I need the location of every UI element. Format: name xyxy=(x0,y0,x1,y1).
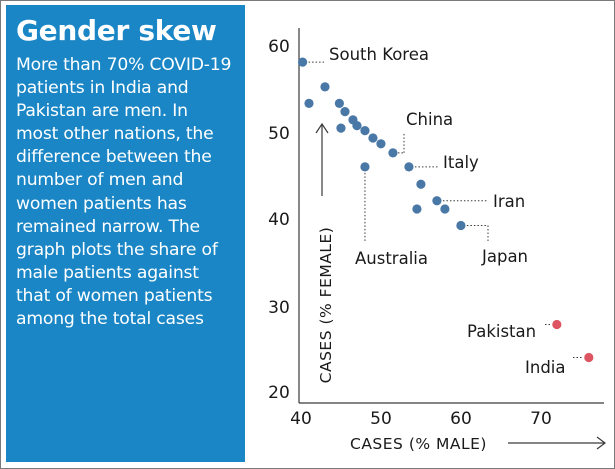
x-tick-label: 40 xyxy=(290,409,312,429)
y-tick-label: 30 xyxy=(268,298,290,318)
point-label: India xyxy=(525,358,566,377)
data-point xyxy=(584,352,594,363)
axis-titles: CASES (% MALE) CASES (% FEMALE) xyxy=(315,122,606,453)
data-point xyxy=(352,121,362,131)
point-label: Iran xyxy=(493,192,525,211)
text-panel: Gender skew More than 70% COVID-19 patie… xyxy=(6,5,245,462)
data-point xyxy=(320,82,330,92)
axes xyxy=(298,28,604,404)
point-labels: South Korea China Australia Italy Iran Japan P… xyxy=(329,45,566,377)
panel-description: More than 70% COVID-19 patients in India… xyxy=(16,55,232,330)
data-points xyxy=(297,57,594,363)
data-point xyxy=(368,133,378,143)
y-tick-label: 40 xyxy=(268,210,290,230)
data-point xyxy=(297,57,308,67)
x-tick-label: 50 xyxy=(370,409,392,429)
data-point xyxy=(340,107,350,117)
data-point xyxy=(456,220,466,231)
point-label: Japan xyxy=(481,247,528,266)
point-label: Pakistan xyxy=(467,322,536,341)
x-axis-arrowhead xyxy=(596,436,606,450)
y-axis-arrowhead xyxy=(315,122,329,134)
y-tick-label: 60 xyxy=(268,37,290,57)
data-point xyxy=(552,319,562,330)
data-point xyxy=(412,204,422,214)
data-point xyxy=(304,98,314,108)
leader-lines xyxy=(308,61,583,358)
x-tick-label: 60 xyxy=(450,409,472,429)
data-point xyxy=(416,179,426,189)
tick-labels: 40 50 60 70 60 50 40 30 20 xyxy=(268,37,552,429)
data-point xyxy=(404,162,414,172)
data-point xyxy=(360,126,370,136)
point-label: South Korea xyxy=(329,45,429,64)
x-axis-title: CASES (% MALE) xyxy=(350,435,487,453)
data-point xyxy=(336,123,346,133)
x-tick-label: 70 xyxy=(530,409,552,429)
point-label: Italy xyxy=(443,153,479,172)
point-label: China xyxy=(406,110,453,129)
panel-title: Gender skew xyxy=(16,14,217,47)
point-label: Australia xyxy=(355,249,428,268)
data-point xyxy=(360,162,370,172)
y-tick-label: 50 xyxy=(268,124,290,144)
data-point xyxy=(432,196,442,206)
data-point xyxy=(334,98,344,108)
y-axis-title: CASES (% FEMALE) xyxy=(317,227,335,384)
data-point xyxy=(388,148,398,158)
data-point xyxy=(440,204,450,214)
data-point xyxy=(376,139,386,149)
y-tick-label: 20 xyxy=(268,383,290,403)
